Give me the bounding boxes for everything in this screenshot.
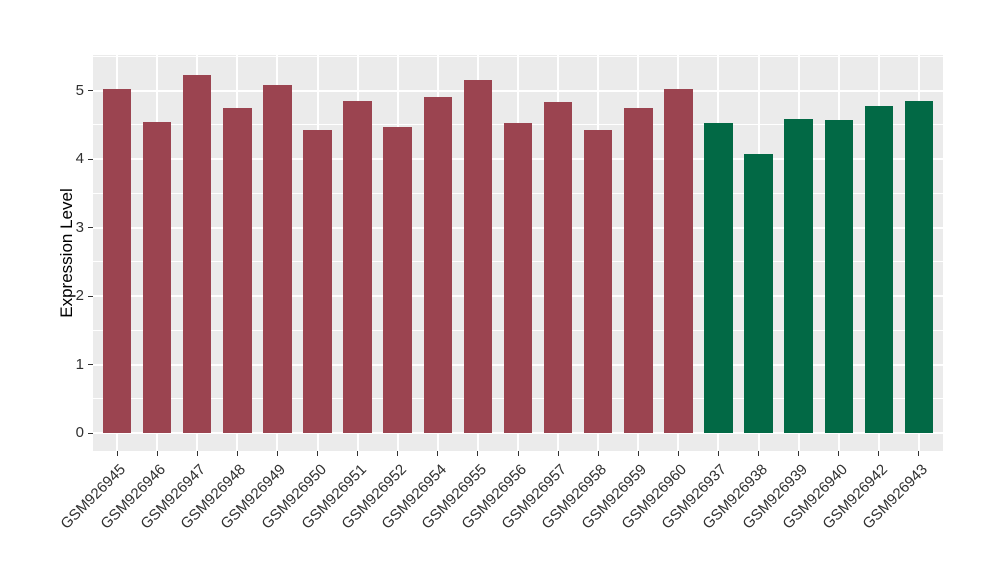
y-tick-mark	[88, 158, 93, 160]
x-tick-mark	[758, 451, 760, 456]
bar-GSM926948	[223, 108, 252, 433]
x-tick-mark	[798, 451, 800, 456]
bar-GSM926950	[303, 130, 332, 433]
x-tick-mark	[357, 451, 359, 456]
x-axis: GSM926945 GSM926946 GSM926947 GSM926948 GSM9…	[57, 451, 943, 580]
bar-GSM926960	[664, 89, 693, 433]
bar-GSM926958	[583, 129, 613, 433]
y-tick-mark	[88, 432, 93, 434]
major-gridline	[93, 89, 943, 92]
plot-panel	[93, 55, 943, 451]
bar-GSM926954	[423, 97, 453, 433]
y-tick-label: 3	[75, 218, 84, 236]
y-tick-label: 1	[75, 355, 84, 373]
x-tick-mark	[517, 451, 519, 456]
x-tick-mark	[878, 451, 880, 456]
bar-GSM926951	[343, 100, 372, 433]
bar-GSM926945	[102, 89, 132, 433]
x-tick-mark	[717, 451, 719, 456]
x-tick-mark	[276, 451, 278, 456]
y-tick-mark	[88, 90, 93, 91]
bar-GSM926943	[904, 101, 934, 433]
x-tick-mark	[557, 451, 559, 456]
y-tick-label: 5	[75, 81, 84, 99]
bar-GSM926949	[263, 85, 292, 433]
bar-GSM926947	[182, 74, 212, 433]
bar-GSM926956	[503, 122, 533, 433]
y-tick-label: 0	[75, 424, 84, 441]
x-tick-mark	[918, 451, 920, 456]
x-tick-mark	[477, 451, 479, 456]
x-tick-mark	[637, 451, 639, 456]
x-tick-mark	[597, 451, 599, 456]
bar-GSM926957	[543, 102, 573, 433]
x-tick-mark	[236, 451, 238, 456]
bar-GSM926938	[744, 153, 773, 433]
y-axis-title: Expression Level	[57, 188, 76, 318]
bar-GSM926952	[383, 126, 412, 433]
y-tick-mark	[88, 227, 93, 228]
x-tick-mark	[156, 451, 158, 456]
bar-GSM926959	[624, 108, 653, 433]
minor-gridline	[93, 55, 943, 57]
major-gridline	[93, 432, 943, 434]
y-tick-label: 4	[75, 150, 84, 167]
x-tick-mark	[196, 451, 198, 456]
x-tick-mark	[116, 451, 118, 456]
y-tick-mark	[88, 364, 93, 365]
x-tick-mark	[317, 451, 319, 456]
bar-GSM926946	[142, 122, 172, 433]
y-tick-label: 2	[75, 287, 84, 304]
bar-GSM926942	[864, 106, 894, 433]
x-tick-mark	[677, 451, 679, 456]
bar-GSM926955	[463, 80, 493, 433]
bar-GSM926940	[824, 119, 853, 433]
x-tick-mark	[437, 451, 439, 456]
x-tick-mark	[397, 451, 399, 456]
bar-GSM926939	[784, 118, 813, 433]
x-tick-mark	[838, 451, 840, 456]
y-axis: 0 1 2 3 4 5	[0, 55, 93, 451]
y-tick-mark	[88, 295, 93, 297]
bar-GSM926937	[704, 123, 733, 433]
